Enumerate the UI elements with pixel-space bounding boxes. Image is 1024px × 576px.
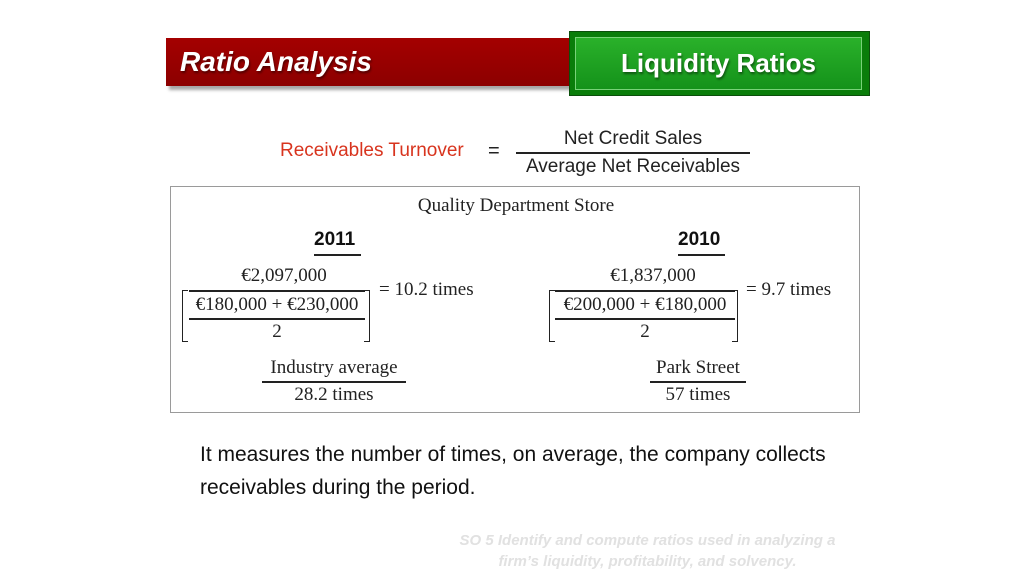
comparison-value-park-street: 57 times	[665, 384, 731, 405]
comparison-label-industry: Industry average	[270, 357, 398, 378]
year-underline	[678, 254, 725, 256]
numerator-2011: €2,097,000	[241, 265, 327, 286]
divisor-2010: 2	[640, 321, 650, 342]
footer-line-1: SO 5 Identify and compute ratios used in…	[459, 532, 836, 549]
description-text: It measures the number of times, on aver…	[200, 443, 826, 499]
numerator-2010: €1,837,000	[610, 265, 696, 286]
year-underline	[314, 254, 361, 256]
formula-label: Receivables Turnover	[280, 140, 464, 161]
fraction-line-2010	[555, 290, 735, 292]
formula-equals: =	[488, 140, 500, 162]
formula-fraction-line	[516, 152, 750, 154]
right-bracket	[364, 290, 370, 342]
denominator-sum-2011: €180,000 + €230,000	[195, 294, 359, 315]
right-bracket	[732, 290, 738, 342]
section-tab-label: Liquidity Ratios	[575, 37, 862, 90]
comparison-underline	[650, 381, 746, 383]
comparison-value-industry: 28.2 times	[294, 384, 374, 405]
fraction-line-2011	[189, 290, 365, 292]
slide-title: Ratio Analysis	[180, 46, 372, 77]
inner-fraction-line-2010	[555, 318, 735, 320]
formula-denominator: Average Net Receivables	[525, 156, 741, 177]
footer-line-2: firm’s liquidity, profitability, and sol…	[498, 553, 797, 570]
title-bar	[166, 38, 586, 86]
left-bracket	[549, 290, 555, 342]
formula-numerator: Net Credit Sales	[563, 128, 703, 149]
year-heading-2010: 2010	[678, 229, 721, 250]
store-name: Quality Department Store	[417, 195, 615, 216]
year-heading-2011: 2011	[314, 229, 356, 250]
example-panel: Quality Department Store 2011 €2,097,000…	[170, 186, 860, 413]
comparison-label-park-street: Park Street	[656, 357, 740, 378]
left-bracket	[182, 290, 188, 342]
result-2010: = 9.7 times	[746, 279, 832, 300]
comparison-underline	[262, 381, 406, 383]
divisor-2011: 2	[272, 321, 282, 342]
receivables-turnover-formula: Receivables Turnover = Net Credit Sales …	[0, 126, 1024, 182]
result-2011: = 10.2 times	[379, 279, 474, 300]
inner-fraction-line-2011	[189, 318, 365, 320]
denominator-sum-2010: €200,000 + €180,000	[563, 294, 727, 315]
study-objective-footer: SO 5 Identify and compute ratios used in…	[420, 530, 875, 572]
